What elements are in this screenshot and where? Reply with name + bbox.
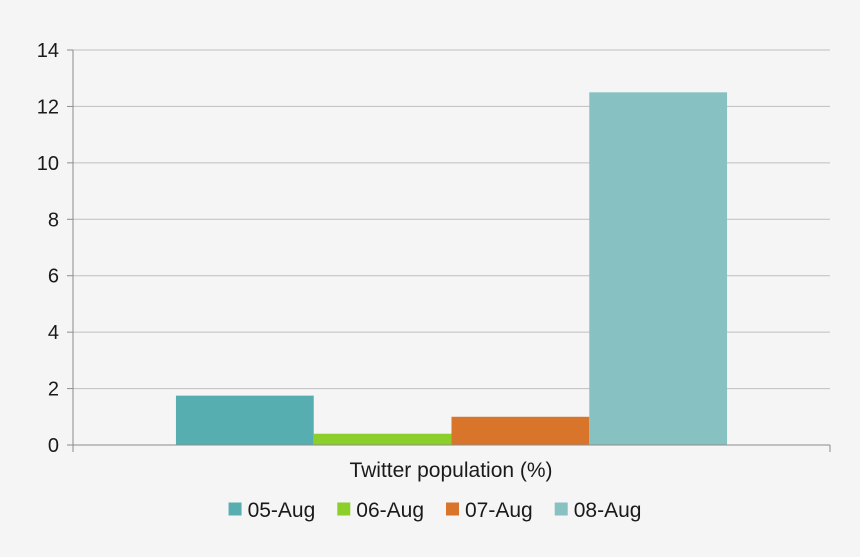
y-tick-label: 0 bbox=[48, 435, 59, 457]
y-tick-label: 2 bbox=[48, 379, 59, 401]
x-axis-title: Twitter population (%) bbox=[349, 459, 552, 482]
axes bbox=[67, 49, 831, 452]
y-tick-label: 8 bbox=[48, 209, 59, 231]
legend: 05-Aug 06-Aug 07-Aug 08-Aug bbox=[228, 499, 642, 522]
bars bbox=[175, 92, 728, 446]
y-tick-labels: 0 2 4 6 8 10 12 14 bbox=[37, 40, 59, 457]
bar-07-aug bbox=[451, 416, 590, 445]
legend-swatch-08-aug bbox=[554, 502, 568, 516]
legend-label: 07-Aug bbox=[465, 499, 533, 522]
bar-08-aug bbox=[589, 92, 728, 446]
y-tick-label: 4 bbox=[48, 322, 59, 344]
legend-label: 08-Aug bbox=[574, 499, 642, 522]
y-tick-label: 12 bbox=[37, 96, 59, 118]
bar-05-aug bbox=[175, 395, 314, 445]
gridlines bbox=[73, 49, 830, 390]
legend-swatch-05-aug bbox=[228, 502, 242, 516]
legend-swatch-07-aug bbox=[446, 502, 459, 516]
legend-swatch-06-aug bbox=[337, 502, 351, 516]
y-tick-label: 10 bbox=[37, 153, 59, 175]
y-tick-label: 14 bbox=[37, 40, 59, 62]
legend-label: 05-Aug bbox=[248, 499, 316, 522]
bar-06-aug bbox=[313, 433, 452, 445]
legend-label: 06-Aug bbox=[356, 499, 424, 522]
y-tick-label: 6 bbox=[48, 266, 59, 288]
